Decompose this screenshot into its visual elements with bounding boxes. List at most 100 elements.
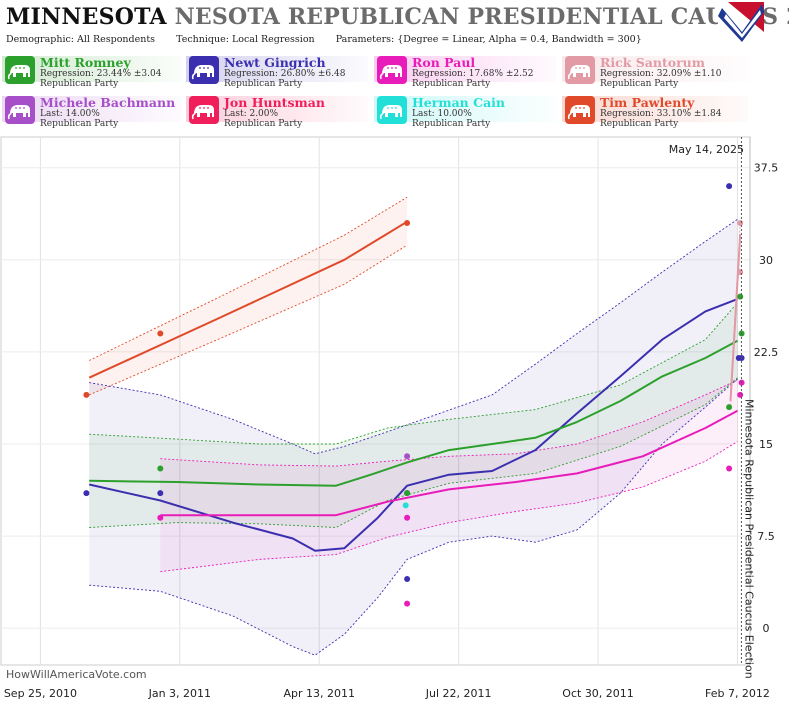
elephant-icon <box>5 56 35 84</box>
legend-item: Mitt Romney Regression: 23.44% ±3.04 Repub… <box>2 55 182 89</box>
lower-bound-line <box>89 377 738 528</box>
poll-point <box>404 490 411 497</box>
legend-item: Tim Pawlenty Regression: 33.10% ±1.84 Repu… <box>562 95 748 129</box>
x-tick-label: Feb 7, 2012 <box>705 687 770 700</box>
elephant-icon <box>377 56 407 84</box>
candidate-stat: Regression: 32.09% ±1.10 <box>600 69 722 79</box>
candidate-stat: Last: 2.00% <box>224 109 279 119</box>
american-flag-check-logo-icon <box>718 2 764 48</box>
x-tick-label: Jul 22, 2011 <box>425 687 492 700</box>
legend-item: Newt Gingrich Regression: 26.80% ±6.48 Rep… <box>186 55 368 89</box>
candidate-party: Republican Party <box>40 79 119 89</box>
y-tick-label: 0 <box>763 622 770 635</box>
poll-point <box>402 502 409 509</box>
lower-bound-line <box>89 378 738 656</box>
candidate-stat: Regression: 26.80% ±6.48 <box>224 69 346 79</box>
y-tick-label: 22.5 <box>754 346 779 359</box>
poll-point <box>83 490 90 497</box>
elephant-icon <box>377 96 407 124</box>
poll-point <box>737 220 744 226</box>
legend-item: Michele Bachmann Last: 14.00% Republican P… <box>2 95 182 129</box>
poll-point <box>157 465 164 472</box>
y-tick-label: 30 <box>759 254 773 267</box>
param-label: Demographic: <box>6 34 75 45</box>
lower-bound-line <box>160 441 738 573</box>
poll-point <box>726 465 733 472</box>
candidate-name: Newt Gingrich <box>224 55 326 70</box>
upper-bound-line <box>160 379 738 467</box>
y-tick-label: 37.5 <box>754 162 779 175</box>
poll-point <box>726 183 733 190</box>
elephant-icon <box>189 56 219 84</box>
elephant-icon <box>565 96 595 124</box>
y-tick-label: 15 <box>759 438 773 451</box>
watermark-text: HowWillAmericaVote.com <box>6 668 147 681</box>
param-value: All Respondents <box>77 34 156 45</box>
candidate-name: Michele Bachmann <box>40 95 176 110</box>
poll-point <box>157 490 164 497</box>
candidate-stat: Last: 10.00% <box>412 109 472 119</box>
elephant-icon <box>189 96 219 124</box>
series-line <box>160 409 738 517</box>
candidate-name: Jon Huntsman <box>224 95 325 110</box>
legend-item: Jon Huntsman Last: 2.00% Republican Party <box>186 95 368 129</box>
series-line <box>88 298 738 552</box>
param-value: Local Regression <box>231 34 315 45</box>
legend-item: Ron Paul Regression: 17.68% ±2.52 Republic… <box>374 55 556 89</box>
x-tick-label: Jan 3, 2011 <box>148 687 211 700</box>
upper-bound-line <box>89 196 408 361</box>
candidate-name: Ron Paul <box>412 55 476 70</box>
candidate-name: Tim Pawlenty <box>600 95 695 110</box>
poll-point <box>404 453 411 460</box>
param-value: {Degree = Linear, Alpha = 0.4, Bandwidth… <box>397 34 642 45</box>
poll-point <box>404 576 411 582</box>
confidence-band <box>160 380 738 572</box>
chart-header: MINNESOTA NESOTA REPUBLICAN PRESIDENTIAL… <box>0 0 789 135</box>
election-label: Minnesota Republican Presidential Caucus… <box>742 399 755 679</box>
poll-point <box>737 391 744 398</box>
legend-item: Herman Cain Last: 10.00% Republican Party <box>374 95 556 129</box>
confidence-band <box>89 197 408 395</box>
candidate-stat: Last: 14.00% <box>40 109 100 119</box>
plot-area <box>0 136 751 666</box>
candidate-stat: Regression: 17.68% ±2.52 <box>412 69 534 79</box>
candidate-stat: Regression: 23.44% ±3.04 <box>40 69 162 79</box>
upper-bound-line <box>89 302 738 445</box>
x-tick-label: Apr 13, 2011 <box>283 687 355 700</box>
candidate-party: Republican Party <box>224 119 303 129</box>
candidate-party: Republican Party <box>600 79 679 89</box>
poll-point <box>404 514 411 521</box>
current-date-label: May 14, 2025 <box>669 143 744 156</box>
poll-point <box>737 293 744 300</box>
confidence-band <box>89 219 738 656</box>
candidate-name: Herman Cain <box>412 95 505 110</box>
series-line <box>88 220 408 379</box>
confidence-band <box>89 302 738 528</box>
elephant-icon <box>5 96 35 124</box>
poll-point <box>83 391 90 398</box>
candidate-name: Rick Santorum <box>600 55 705 70</box>
poll-point <box>404 220 411 226</box>
series-line <box>89 339 738 487</box>
candidate-stat: Regression: 33.10% ±1.84 <box>600 109 722 119</box>
candidate-party: Republican Party <box>412 79 491 89</box>
upper-bound-line <box>89 218 738 455</box>
poll-point <box>404 600 411 607</box>
candidate-party: Republican Party <box>40 119 119 129</box>
legend-item: Rick Santorum Regression: 32.09% ±1.10 Rep… <box>562 55 748 89</box>
elephant-icon <box>565 56 595 84</box>
poll-point <box>737 269 744 276</box>
param-label: Technique: <box>176 34 229 45</box>
parameters-line: Demographic: All Respondents Technique: Lo… <box>6 34 660 45</box>
y-tick-label: 7.5 <box>757 530 775 543</box>
x-tick-label: Oct 30, 2011 <box>562 687 634 700</box>
candidate-party: Republican Party <box>600 119 679 129</box>
poll-point <box>157 330 164 337</box>
x-tick-label: Sep 25, 2010 <box>4 687 77 700</box>
series-line <box>729 233 742 402</box>
candidate-party: Republican Party <box>224 79 303 89</box>
param-label: Parameters: <box>335 34 395 45</box>
poll-point <box>726 404 733 411</box>
poll-point <box>157 514 164 521</box>
candidate-name: Mitt Romney <box>40 55 131 70</box>
